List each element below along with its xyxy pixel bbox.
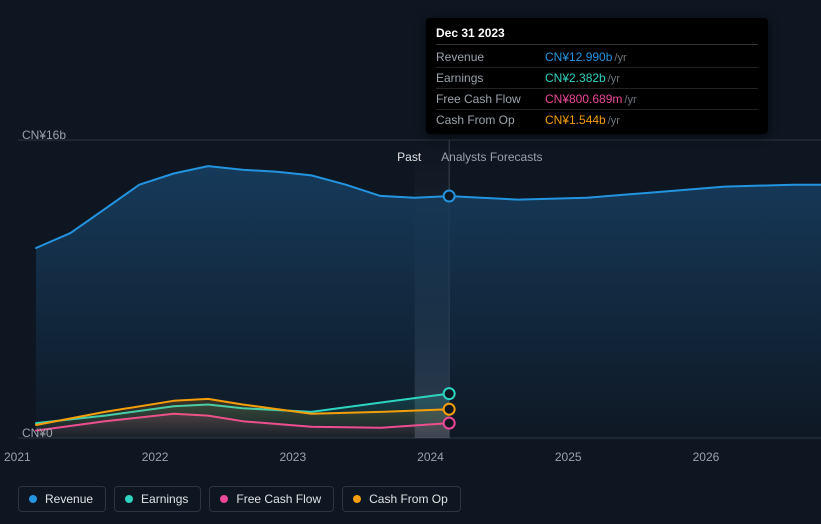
x-axis-year: 2023 (279, 450, 306, 464)
tooltip-row: Cash From Op CN¥1.544b/yr (436, 110, 758, 130)
tooltip-metric-value: CN¥1.544b (545, 113, 606, 127)
chart-legend: Revenue Earnings Free Cash Flow Cash From O… (18, 486, 461, 512)
tooltip-row: Revenue CN¥12.990b/yr (436, 47, 758, 68)
legend-item-revenue[interactable]: Revenue (18, 486, 106, 512)
legend-item-cash-from-op[interactable]: Cash From Op (342, 486, 461, 512)
tooltip-metric-label: Revenue (436, 50, 531, 64)
x-axis-year: 2025 (555, 450, 582, 464)
legend-item-free-cash-flow[interactable]: Free Cash Flow (209, 486, 334, 512)
legend-dot (29, 495, 37, 503)
legend-item-earnings[interactable]: Earnings (114, 486, 201, 512)
y-axis-label-bottom: CN¥0 (22, 426, 53, 440)
legend-label: Revenue (45, 492, 93, 506)
tooltip-unit: /yr (624, 94, 636, 106)
x-axis-year: 2024 (417, 450, 444, 464)
tooltip-metric-label: Earnings (436, 71, 531, 85)
tooltip-metric-value: CN¥2.382b (545, 71, 606, 85)
legend-dot (220, 495, 228, 503)
section-label-forecast: Analysts Forecasts (441, 150, 542, 164)
y-axis-label-top: CN¥16b (22, 128, 66, 142)
chart-tooltip: Dec 31 2023 RevenueCN¥12.990b/yrEarnings… (426, 18, 768, 134)
x-axis-year: 2026 (693, 450, 720, 464)
tooltip-metric-value: CN¥800.689m (545, 92, 622, 106)
x-axis-year: 2022 (142, 450, 169, 464)
x-axis-year: 2021 (4, 450, 31, 464)
tooltip-metric-value: CN¥12.990b (545, 50, 612, 64)
legend-label: Free Cash Flow (236, 492, 321, 506)
tooltip-metric-label: Free Cash Flow (436, 92, 531, 106)
tooltip-date: Dec 31 2023 (436, 26, 758, 45)
tooltip-unit: /yr (608, 115, 620, 127)
legend-label: Earnings (141, 492, 188, 506)
tooltip-row: Earnings CN¥2.382b/yr (436, 68, 758, 89)
legend-label: Cash From Op (369, 492, 448, 506)
tooltip-unit: /yr (608, 73, 620, 85)
legend-dot (353, 495, 361, 503)
tooltip-metric-label: Cash From Op (436, 113, 531, 127)
section-label-past: Past (351, 150, 421, 164)
tooltip-unit: /yr (614, 52, 626, 64)
x-axis-labels: 202120222023202420252026 (18, 450, 803, 468)
tooltip-row: Free Cash Flow CN¥800.689m/yr (436, 89, 758, 110)
legend-dot (125, 495, 133, 503)
